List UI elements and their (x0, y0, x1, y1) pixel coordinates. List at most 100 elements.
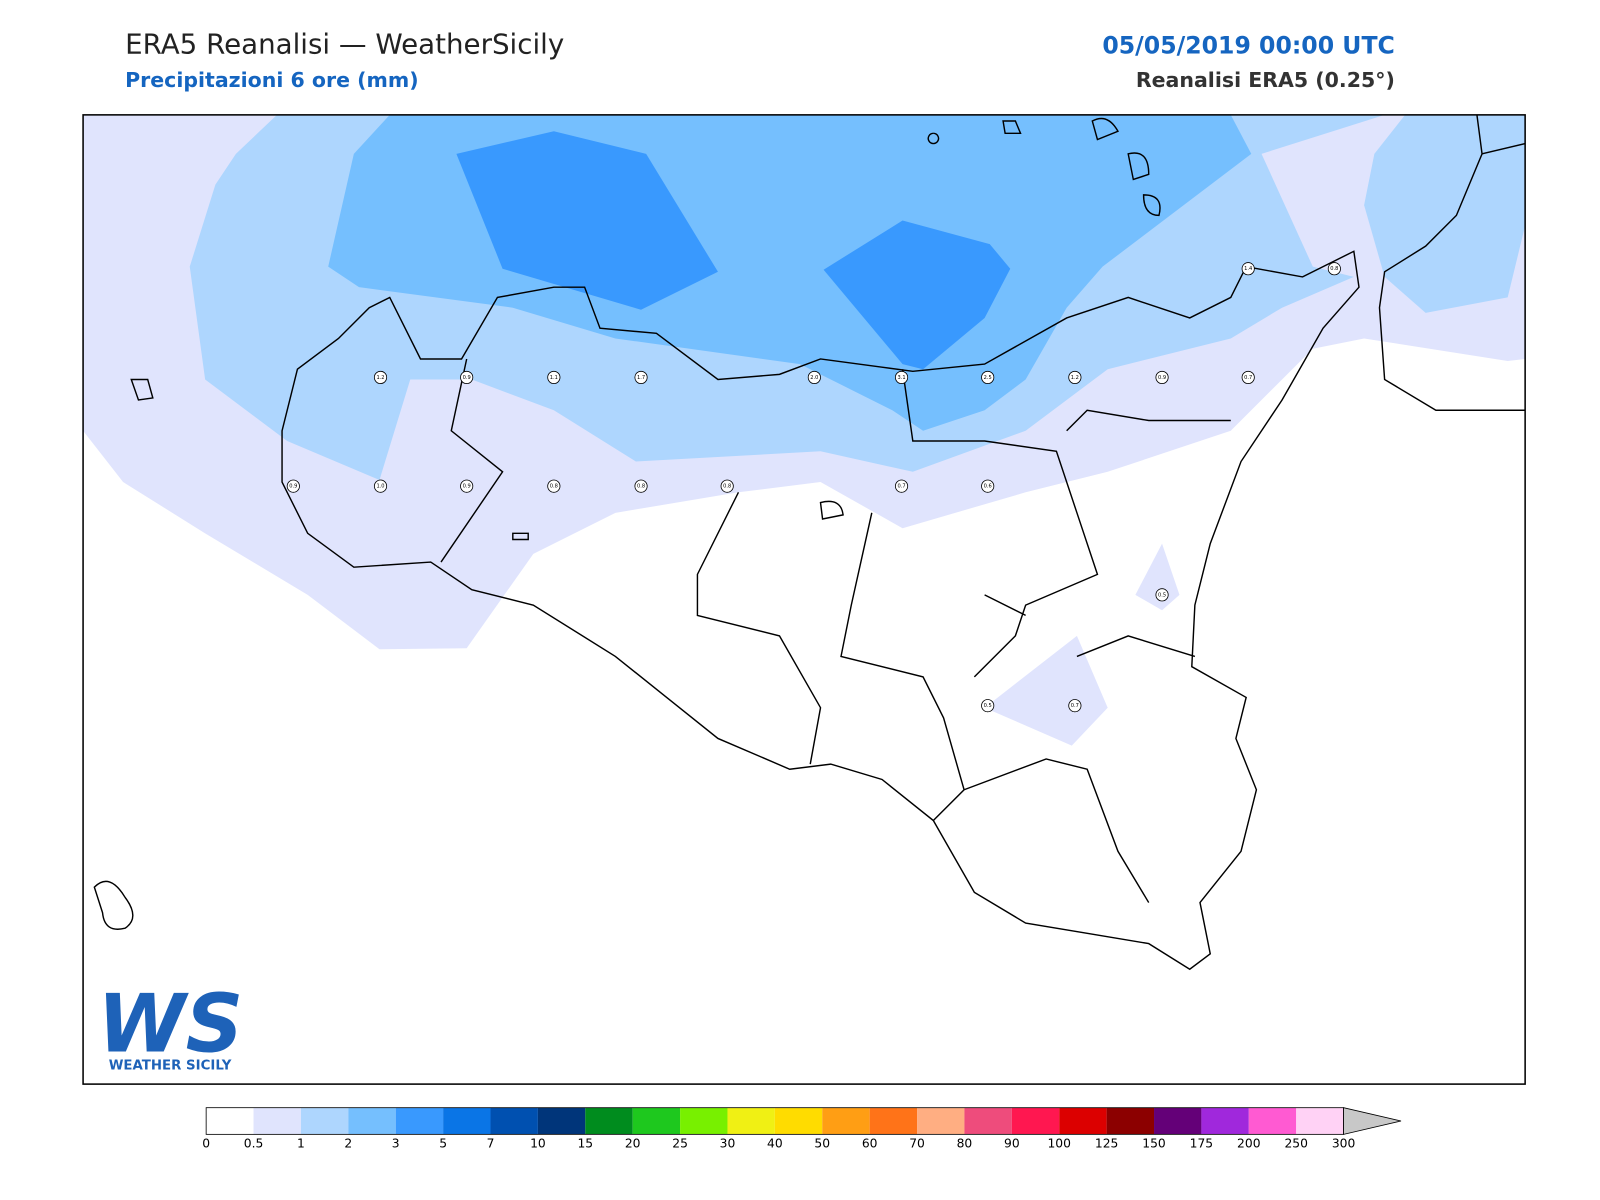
precip-area (1135, 543, 1180, 611)
subtitle: Precipitazioni 6 ore (mm) (125, 68, 418, 92)
colorbar-swatch (300, 1107, 349, 1135)
station-value: 1.2 (376, 375, 384, 381)
station-value: 0.9 (289, 484, 297, 490)
precip-area (456, 131, 718, 310)
colorbar-tick-label: 7 (487, 1137, 495, 1151)
colorbar-swatch (1011, 1107, 1060, 1135)
colorbar-tick-label: 10 (530, 1137, 546, 1151)
station-marker (460, 479, 474, 493)
station-marker (1155, 370, 1169, 384)
colorbar-tick-label: 40 (767, 1137, 783, 1151)
station-value: 0.8 (637, 484, 645, 490)
station-value: 0.7 (1244, 375, 1252, 381)
colorbar-swatch (822, 1107, 870, 1135)
station-value: 0.6 (984, 484, 992, 490)
station-marker (547, 479, 561, 493)
colorbar-tick-label: 150 (1142, 1137, 1165, 1151)
colorbar-tick-label: 5 (439, 1137, 447, 1151)
station-marker (634, 370, 648, 384)
colorbar-swatch (1154, 1107, 1202, 1135)
colorbar-swatch (206, 1107, 254, 1135)
colorbar-tick-label: 15 (577, 1137, 593, 1151)
station-value: 1.4 (1244, 266, 1252, 272)
station-marker (894, 370, 909, 384)
map-frame (82, 114, 1526, 1085)
station-marker (460, 370, 474, 384)
station-marker (1068, 370, 1082, 384)
coastline (93, 114, 1526, 971)
colorbar-swatch (632, 1107, 681, 1135)
precip-area (1364, 114, 1526, 313)
colorbar-tick-label: 25 (672, 1137, 688, 1151)
station-value: 1.7 (637, 375, 645, 381)
colorbar-tick-label: 1 (297, 1137, 305, 1151)
station-value: 3.1 (897, 375, 905, 381)
station-value: 0.5 (984, 703, 992, 709)
colorbar-swatch (1296, 1107, 1344, 1135)
station-value: 2.0 (810, 375, 818, 381)
logo-mark: WS (97, 977, 243, 1070)
station-value: 1.0 (376, 484, 384, 490)
colorbar-swatch (1059, 1107, 1107, 1135)
colorbar-tick-label: 0 (202, 1137, 210, 1151)
station-value: 0.9 (463, 484, 471, 490)
station-marker (720, 479, 734, 493)
station-value: 0.9 (463, 375, 471, 381)
colorbar-swatch (1201, 1107, 1249, 1135)
colorbar-swatch (490, 1107, 538, 1135)
station-marker (1068, 699, 1082, 713)
station-value: 1.2 (1071, 375, 1079, 381)
logo-caption: WEATHER SICILY (109, 1059, 232, 1074)
colorbar-swatch (964, 1107, 1012, 1135)
station-marker (286, 479, 300, 493)
colorbar-swatch (869, 1107, 918, 1135)
colorbar-swatch (1106, 1107, 1155, 1135)
station-marker (807, 370, 821, 384)
precip-area (984, 635, 1108, 746)
colorbar-tick-label: 80 (957, 1137, 973, 1151)
station-marker (373, 370, 388, 384)
colorbar-tick-label: 0.5 (244, 1137, 264, 1151)
station-value: 0.8 (1330, 266, 1338, 272)
colorbar-swatch (395, 1107, 444, 1135)
colorbar-tick-label: 3 (392, 1137, 400, 1151)
colorbar-tick-label: 70 (909, 1137, 925, 1151)
station-marker (1241, 370, 1255, 384)
station-value: 0.5 (1158, 592, 1166, 598)
station-value: 0.7 (897, 484, 905, 490)
station-marker (1155, 588, 1169, 602)
colorbar-outline (205, 1107, 1344, 1135)
station-value: 0.9 (1158, 375, 1166, 381)
colorbar-swatch (253, 1107, 301, 1135)
colorbar-swatch (917, 1107, 965, 1135)
colorbar-tick-label: 100 (1047, 1137, 1070, 1151)
colorbar-tick-label: 60 (862, 1137, 878, 1151)
colorbar-swatch (348, 1107, 396, 1135)
station-value: 0.8 (723, 484, 731, 490)
colorbar-swatch (774, 1107, 823, 1135)
colorbar-swatch (585, 1107, 633, 1135)
colorbar-swatch (727, 1107, 775, 1135)
station-marker (1327, 262, 1341, 276)
colorbar-swatch (443, 1107, 491, 1135)
source: Reanalisi ERA5 (0.25°) (1136, 68, 1395, 92)
colorbar-tick-label: 300 (1332, 1137, 1355, 1151)
station-marker (634, 479, 648, 493)
station-value: 1.1 (550, 375, 558, 381)
station-marker (547, 370, 561, 384)
precip-field (83, 114, 1526, 746)
precip-area (823, 220, 1011, 370)
colorbar-swatch (680, 1107, 728, 1135)
colorbar-tick-label: 250 (1284, 1137, 1307, 1151)
station-marker (981, 370, 995, 384)
station-labels: 1.2 0.9 1.1 1.7 2.0 3.1 2.5 1.2 0.9 0.7 0.9 1.0 0.9 0… (286, 262, 1341, 713)
station-marker (894, 479, 909, 493)
station-value: 2.5 (984, 375, 992, 381)
colorbar-swatch (537, 1107, 586, 1135)
datetime: 05/05/2019 00:00 UTC (1102, 31, 1394, 59)
colorbar-swatch (1248, 1107, 1297, 1135)
colorbar-tick-label: 20 (625, 1137, 641, 1151)
colorbar-tick-label: 175 (1190, 1137, 1213, 1151)
station-marker (1241, 262, 1255, 276)
